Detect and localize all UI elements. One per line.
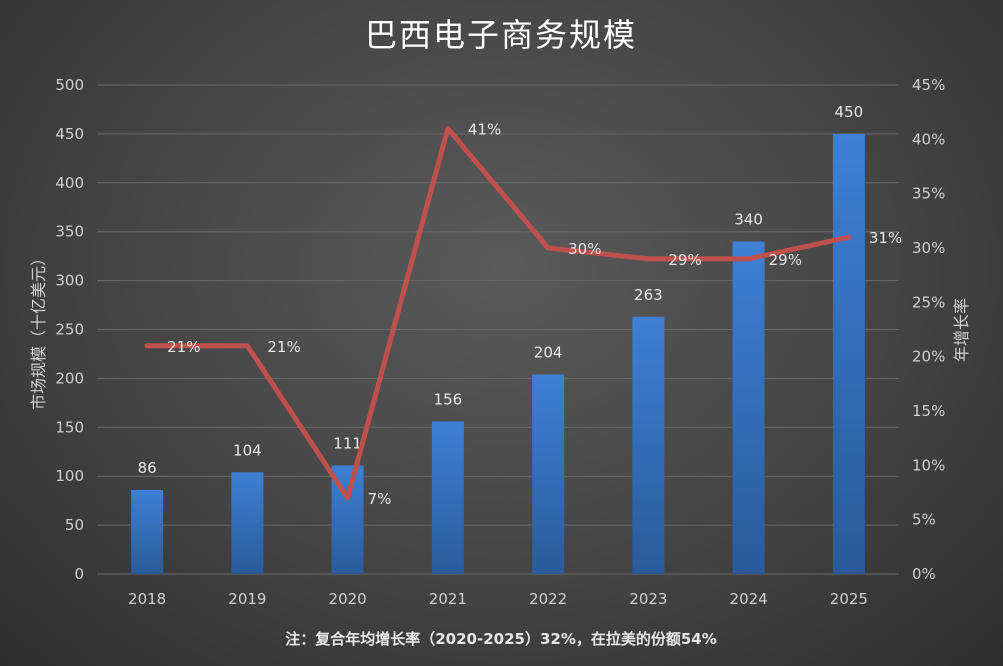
bar — [431, 421, 464, 574]
bar — [732, 241, 765, 575]
line-value-label: 29% — [769, 251, 802, 269]
y2-tick-label: 25% — [912, 293, 945, 311]
y2-tick-label: 35% — [912, 185, 945, 203]
y-tick-label: 450 — [55, 125, 84, 143]
left-axis: 0 50 100 150 200 250 300 350 400 450 500 — [55, 76, 84, 583]
growth-line-series — [144, 125, 852, 501]
line-point — [646, 256, 651, 261]
y2-tick-label: 40% — [912, 130, 945, 148]
line-value-label: 31% — [869, 229, 902, 247]
chart-note: 注：复合年均增长率（2020-2025）32%，在拉美的份额54% — [285, 630, 717, 648]
x-tick-label: 2018 — [128, 590, 166, 608]
line-value-label: 41% — [468, 120, 501, 138]
bar-value-label: 104 — [233, 441, 262, 459]
line-data-labels: 21% 21% 7% 41% 30% 29% 29% 31% — [167, 120, 902, 507]
y2-tick-label: 45% — [912, 76, 945, 94]
line-value-label: 21% — [167, 338, 200, 356]
line-point — [846, 235, 851, 240]
y2-tick-label: 0% — [912, 565, 936, 583]
bar-value-label: 86 — [138, 459, 157, 477]
y-tick-label: 300 — [55, 272, 84, 290]
x-tick-label: 2020 — [329, 590, 367, 608]
x-tick-label: 2019 — [228, 590, 266, 608]
line-point — [445, 126, 450, 131]
line-point — [746, 256, 751, 261]
y-tick-label: 500 — [55, 76, 84, 94]
y2-tick-label: 30% — [912, 239, 945, 257]
bar-data-labels: 86 104 111 156 204 263 340 450 — [138, 103, 864, 477]
bar-value-label: 450 — [835, 103, 864, 121]
x-tick-label: 2022 — [529, 590, 567, 608]
bar-series — [131, 133, 865, 575]
bar-value-label: 263 — [634, 286, 663, 304]
y-tick-label: 350 — [55, 223, 84, 241]
line-point — [546, 246, 551, 250]
y2-tick-label: 20% — [912, 348, 945, 366]
x-tick-label: 2021 — [429, 590, 467, 608]
x-tick-label: 2025 — [830, 590, 868, 608]
y2-tick-label: 15% — [912, 402, 945, 420]
line-value-label: 7% — [368, 490, 392, 508]
y-tick-label: 100 — [55, 467, 84, 485]
right-axis: 0% 5% 10% 15% 20% 25% 30% 35% 40% 45% — [912, 76, 945, 583]
bar — [632, 316, 665, 574]
bar-value-label: 111 — [333, 434, 362, 452]
line-point — [145, 343, 150, 348]
y2-tick-label: 5% — [912, 511, 936, 529]
bar-value-label: 156 — [434, 390, 463, 408]
line-value-label: 21% — [267, 338, 300, 356]
bar — [532, 374, 565, 574]
y-tick-label: 400 — [55, 174, 84, 192]
y-tick-label: 0 — [74, 565, 84, 583]
gridlines — [97, 84, 899, 575]
growth-line — [144, 125, 852, 501]
x-tick-label: 2023 — [629, 590, 667, 608]
bar — [131, 489, 164, 574]
bar-value-label: 204 — [534, 343, 563, 361]
bar-value-label: 340 — [734, 210, 763, 228]
line-value-label: 30% — [568, 240, 601, 258]
y-tick-label: 200 — [55, 369, 84, 387]
y2-axis-title: 年增长率 — [952, 298, 971, 362]
y-axis-title: 市场规模（十亿美元） — [29, 250, 48, 410]
y-tick-label: 50 — [65, 516, 84, 534]
bar — [832, 133, 865, 574]
bar — [231, 472, 264, 574]
line-value-label: 29% — [668, 251, 701, 269]
x-tick-label: 2024 — [730, 590, 768, 608]
y-tick-label: 150 — [55, 418, 84, 436]
line-point — [345, 495, 350, 500]
x-axis: 2018 2019 2020 2021 2022 2023 2024 2025 — [128, 590, 868, 608]
y-tick-label: 250 — [55, 321, 84, 339]
y2-tick-label: 10% — [912, 456, 945, 474]
line-point — [245, 343, 250, 348]
chart-title: 巴西电子商务规模 — [365, 16, 637, 54]
